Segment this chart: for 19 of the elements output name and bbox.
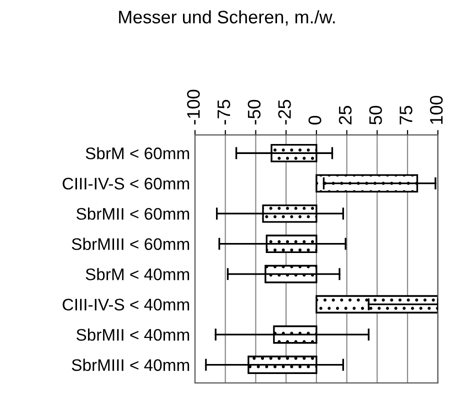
y-tick-label: SbrM < 40mm [86, 268, 190, 280]
y-tick-label: SbrMIII < 40mm [72, 358, 190, 372]
y-tick-label: SbrMII < 60mm [76, 208, 190, 220]
bar [316, 295, 438, 314]
x-tick-label: -75 [218, 100, 230, 124]
y-tick-label: SbrMII < 40mm [76, 328, 190, 341]
chart-title: Messer und Scheren, m./w. [119, 10, 335, 26]
x-tick-label: 100 [430, 96, 443, 124]
x-tick-label: -50 [248, 100, 261, 124]
x-tick-label: 50 [369, 106, 382, 125]
x-tick-label: 25 [338, 106, 352, 124]
y-tick-label: CIII-IV-S < 60mm [62, 178, 190, 190]
x-tick-label: -100 [187, 90, 200, 124]
x-tick-label: 0 [308, 116, 322, 125]
x-tick-label: 75 [400, 106, 412, 124]
x-tick-label: -25 [278, 100, 291, 124]
y-tick-label: SbrM < 60mm [86, 147, 190, 160]
y-tick-label: CIII-IV-S < 40mm [62, 298, 190, 311]
y-tick-label: SbrMIII < 60mm [72, 238, 190, 250]
